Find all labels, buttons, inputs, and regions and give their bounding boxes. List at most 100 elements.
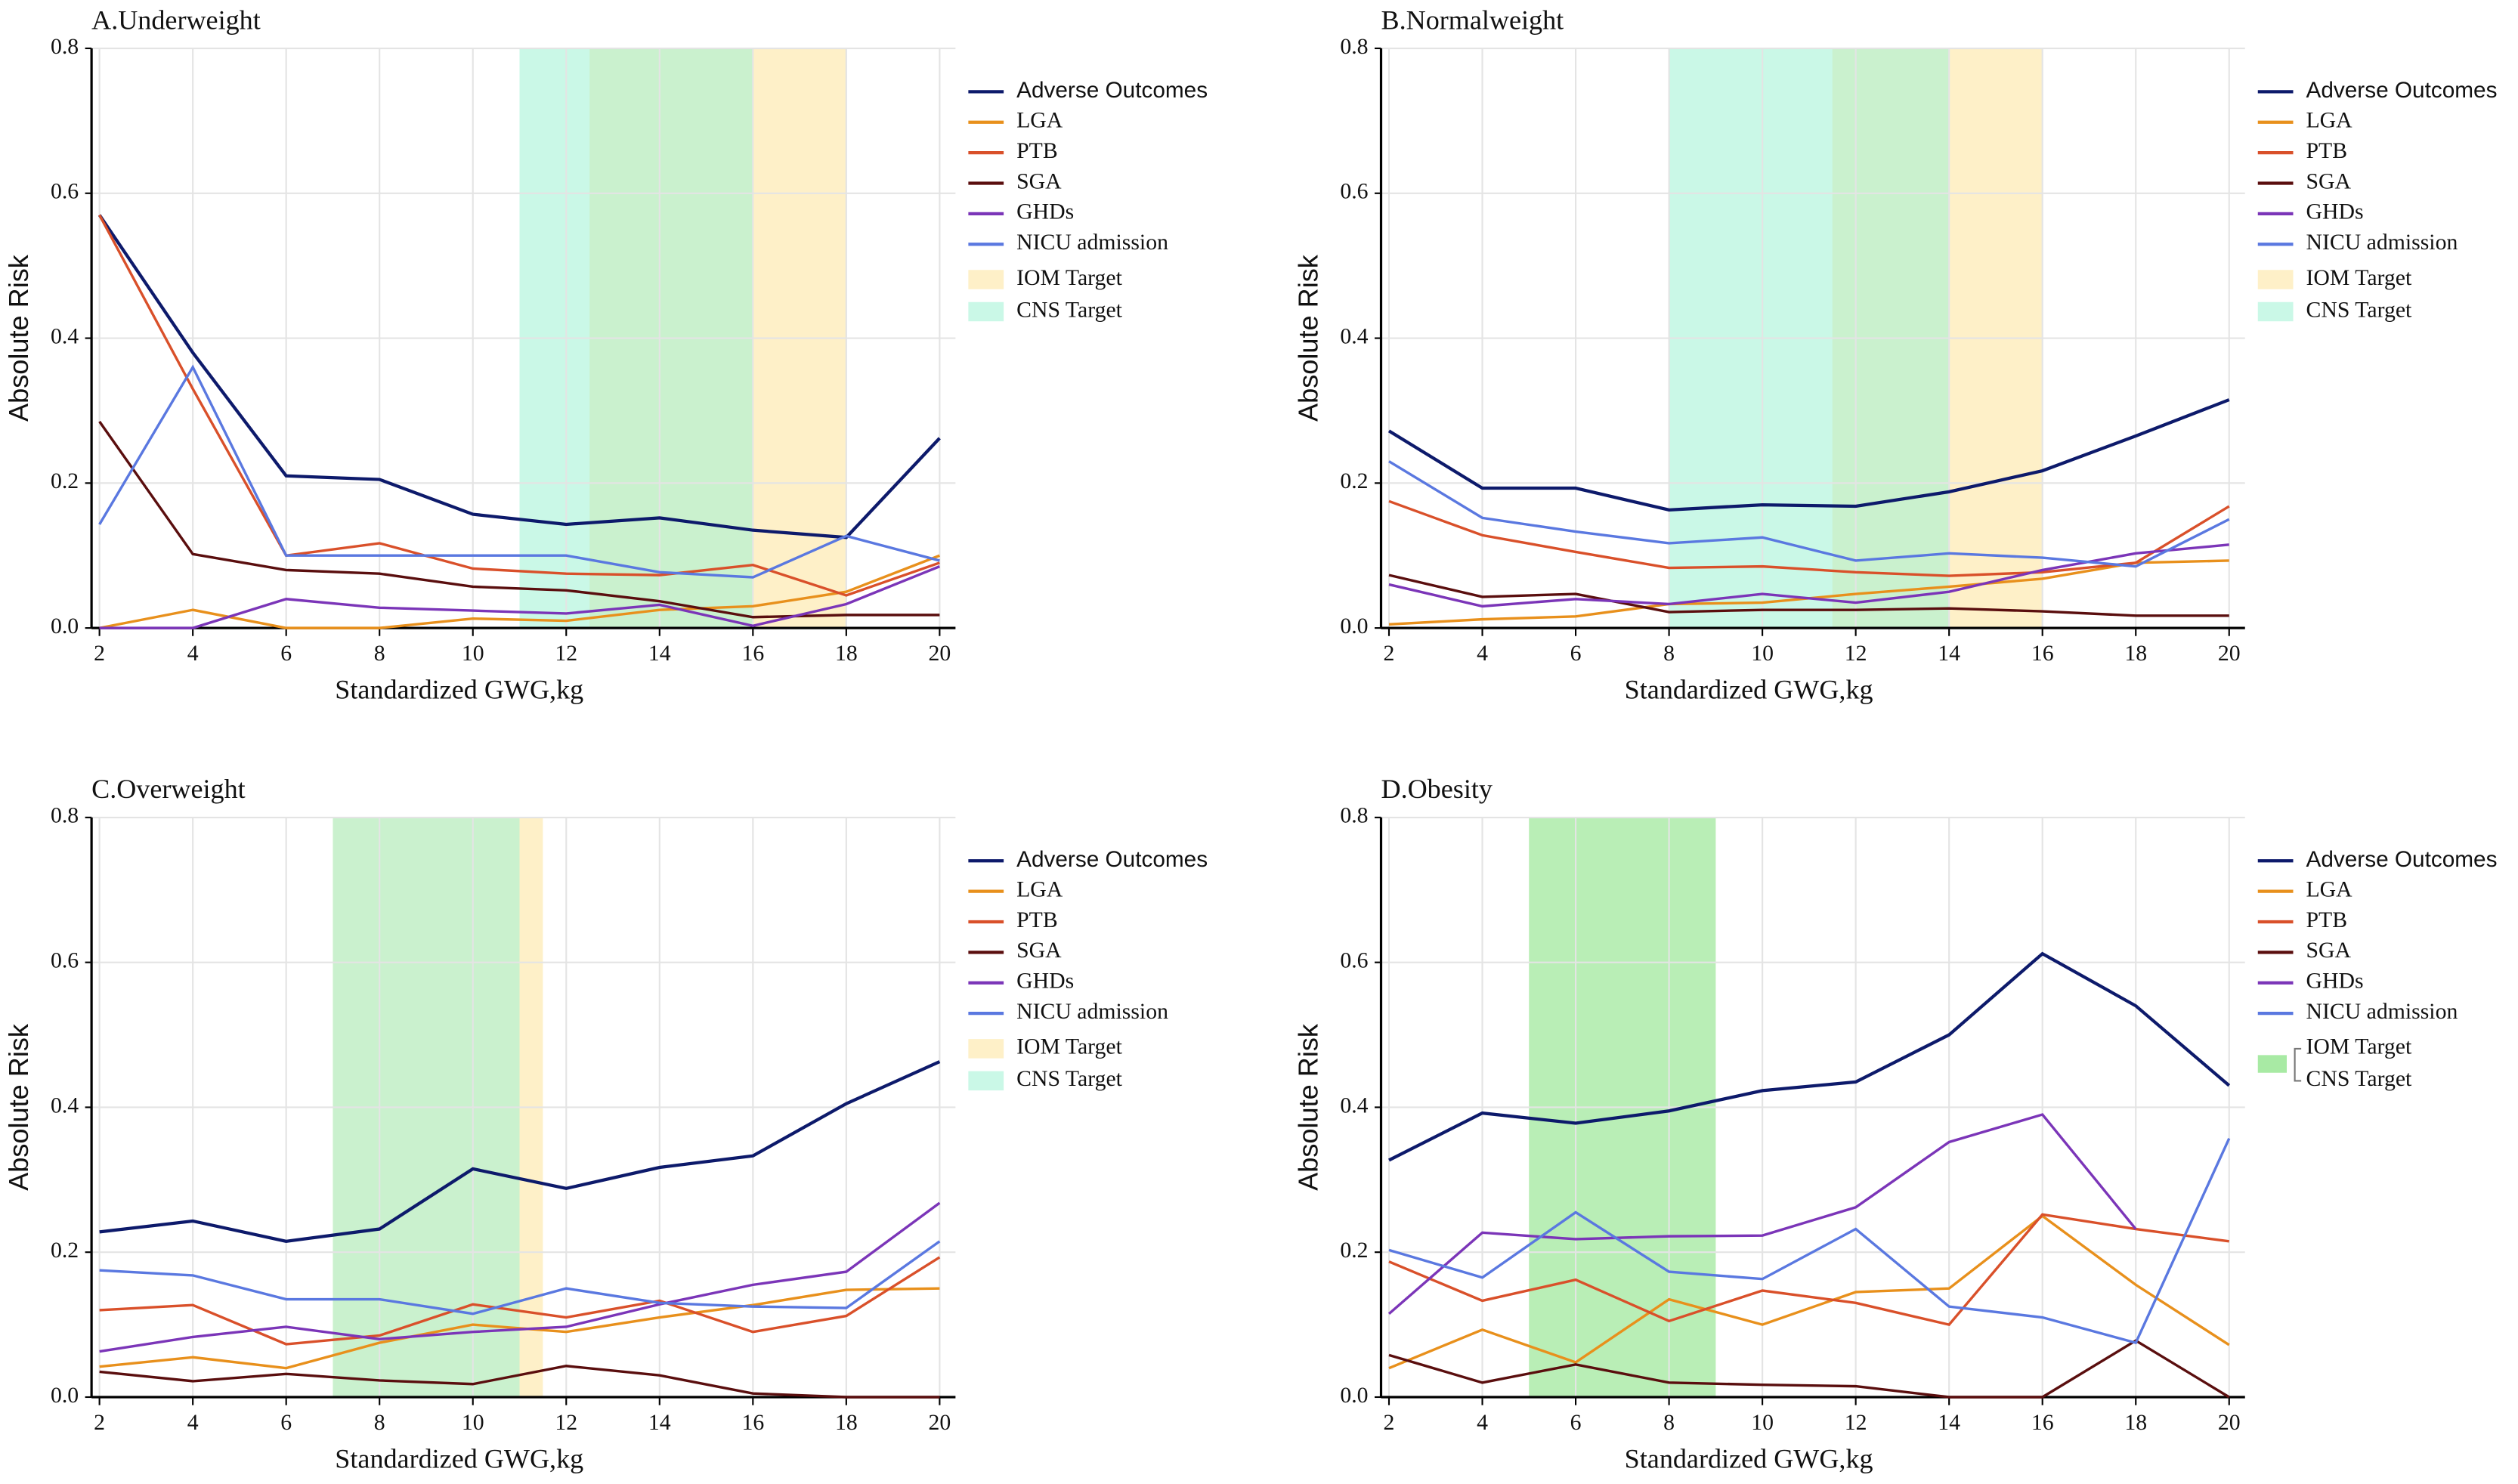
- x-tick-label: 18: [835, 641, 858, 666]
- legend-label: NICU admission: [1016, 999, 1168, 1024]
- panel: B.Normalweight 0.0 0.2 0.4 0.6 0.8 2 4 6 8 10 12 14 1…: [1293, 5, 2498, 704]
- x-tick-label: 14: [1938, 641, 1960, 666]
- legend-label: GHDs: [1016, 199, 1074, 224]
- x-tick-label: 6: [280, 641, 292, 666]
- legend-label: NICU admission: [2306, 230, 2458, 255]
- y-tick-label: 0.4: [51, 323, 79, 348]
- x-tick-label: 2: [94, 1410, 105, 1435]
- legend-label: SGA: [2306, 938, 2352, 963]
- x-tick-label: 6: [1570, 1410, 1582, 1435]
- legend-bracket: [2294, 1047, 2302, 1082]
- legend-label: LGA: [2306, 876, 2353, 901]
- series-line: [1388, 460, 2230, 568]
- y-tick-label: 0.0: [51, 614, 79, 638]
- x-tick-label: 2: [94, 641, 105, 666]
- legend-label: CNS Target: [2306, 297, 2413, 322]
- y-tick-label: 0.4: [1340, 323, 1368, 348]
- x-tick-label: 6: [1570, 641, 1582, 666]
- legend-label: SGA: [1016, 168, 1062, 193]
- y-tick-label: 0.8: [1340, 803, 1368, 828]
- x-tick-label: 4: [187, 641, 199, 666]
- series-line: [99, 565, 941, 629]
- x-axis-label: Standardized GWG,kg: [335, 1443, 583, 1473]
- y-tick-label: 0.4: [51, 1093, 79, 1118]
- y-tick-label: 0.0: [1340, 1383, 1368, 1408]
- series-line: [99, 1240, 941, 1316]
- y-tick-label: 0.8: [1340, 34, 1368, 59]
- x-tick-label: 20: [929, 1410, 951, 1435]
- legend-label: Adverse Outcomes: [2306, 78, 2498, 103]
- x-tick-label: 10: [1751, 1410, 1774, 1435]
- x-tick-label: 2: [1384, 1410, 1395, 1435]
- legend-label: PTB: [1016, 138, 1058, 163]
- x-tick-label: 4: [1477, 641, 1488, 666]
- x-tick-label: 16: [741, 1410, 764, 1435]
- y-tick-label: 0.6: [1340, 179, 1368, 204]
- y-tick-label: 0.4: [1340, 1093, 1368, 1118]
- series-line: [99, 1060, 941, 1243]
- y-tick-label: 0.8: [51, 34, 79, 59]
- legend-swatch: [968, 270, 1004, 289]
- legend-label: PTB: [2306, 907, 2348, 932]
- x-tick-label: 12: [555, 641, 577, 666]
- x-tick-label: 8: [374, 641, 385, 666]
- series-line: [99, 1365, 940, 1399]
- y-tick-label: 0.0: [51, 1383, 79, 1408]
- series-line: [99, 554, 940, 629]
- legend-swatch: [968, 301, 1004, 322]
- legend-label: NICU admission: [1016, 230, 1168, 255]
- series-line: [1387, 1113, 2137, 1316]
- legend-swatch: [2257, 270, 2294, 289]
- x-tick-label: 4: [1477, 1410, 1488, 1435]
- y-tick-label: 0.2: [51, 1238, 79, 1263]
- x-tick-label: 2: [1384, 641, 1395, 666]
- y-tick-label: 0.2: [51, 468, 79, 493]
- x-tick-label: 12: [1845, 1410, 1867, 1435]
- y-axis-label: Absolute Risk: [3, 1023, 34, 1191]
- y-tick-label: 0.6: [51, 948, 79, 972]
- panel: D.Obesity 0.0 0.2 0.4 0.6 0.8 2 4 6 8 10 12 14 16 18 20…: [1293, 774, 2498, 1473]
- series-line: [1388, 574, 2229, 617]
- y-tick-label: 0.2: [1340, 468, 1368, 493]
- legend-label: PTB: [1016, 907, 1058, 932]
- series-line: [1388, 499, 2230, 577]
- panel: C.Overweight 0.0 0.2 0.4 0.6 0.8 2 4 6 8 10 12 14 16 1…: [3, 774, 1208, 1473]
- series-line: [98, 364, 940, 579]
- panel: A.Underweight 0.0 0.2 0.4 0.6 0.8 2 4 6 8 10 12 14 16…: [3, 5, 1208, 704]
- x-tick-label: 16: [2031, 1410, 2054, 1435]
- legend-label: Adverse Outcomes: [2306, 847, 2498, 872]
- series-line: [1388, 951, 2231, 1162]
- x-tick-label: 14: [648, 1410, 671, 1435]
- y-axis-label: Absolute Risk: [3, 254, 34, 422]
- x-tick-label: 12: [1845, 641, 1867, 666]
- series-line: [1388, 1339, 2230, 1399]
- legend-swatch: [968, 1071, 1004, 1091]
- legend-label: Adverse Outcomes: [1016, 847, 1208, 872]
- legend-label: Adverse Outcomes: [1016, 78, 1208, 103]
- legend-swatch: [968, 1039, 1004, 1059]
- x-tick-label: 8: [1663, 641, 1675, 666]
- x-tick-label: 14: [648, 641, 671, 666]
- series-line: [1388, 1213, 2229, 1327]
- x-tick-label: 14: [1938, 1410, 1960, 1435]
- legend-label: SGA: [1016, 938, 1062, 963]
- x-tick-label: 16: [2031, 641, 2054, 666]
- legend-label: LGA: [1016, 876, 1063, 901]
- legend-label: GHDs: [2306, 199, 2364, 224]
- legend-label: GHDs: [2306, 969, 2364, 994]
- legend-label: CNS Target: [1016, 297, 1123, 322]
- y-tick-label: 0.8: [51, 803, 79, 828]
- y-tick-label: 0.6: [51, 179, 79, 204]
- x-tick-label: 18: [835, 1410, 858, 1435]
- series-line: [99, 1256, 941, 1346]
- legend-label: CNS Target: [2306, 1066, 2413, 1091]
- x-tick-label: 18: [2124, 1410, 2147, 1435]
- x-axis-label: Standardized GWG,kg: [335, 674, 583, 704]
- series-line: [98, 214, 940, 597]
- series-line: [97, 214, 941, 539]
- x-tick-label: 6: [280, 1410, 292, 1435]
- y-axis-label: Absolute Risk: [1293, 254, 1324, 422]
- x-tick-label: 8: [1663, 1410, 1675, 1435]
- x-tick-label: 8: [374, 1410, 385, 1435]
